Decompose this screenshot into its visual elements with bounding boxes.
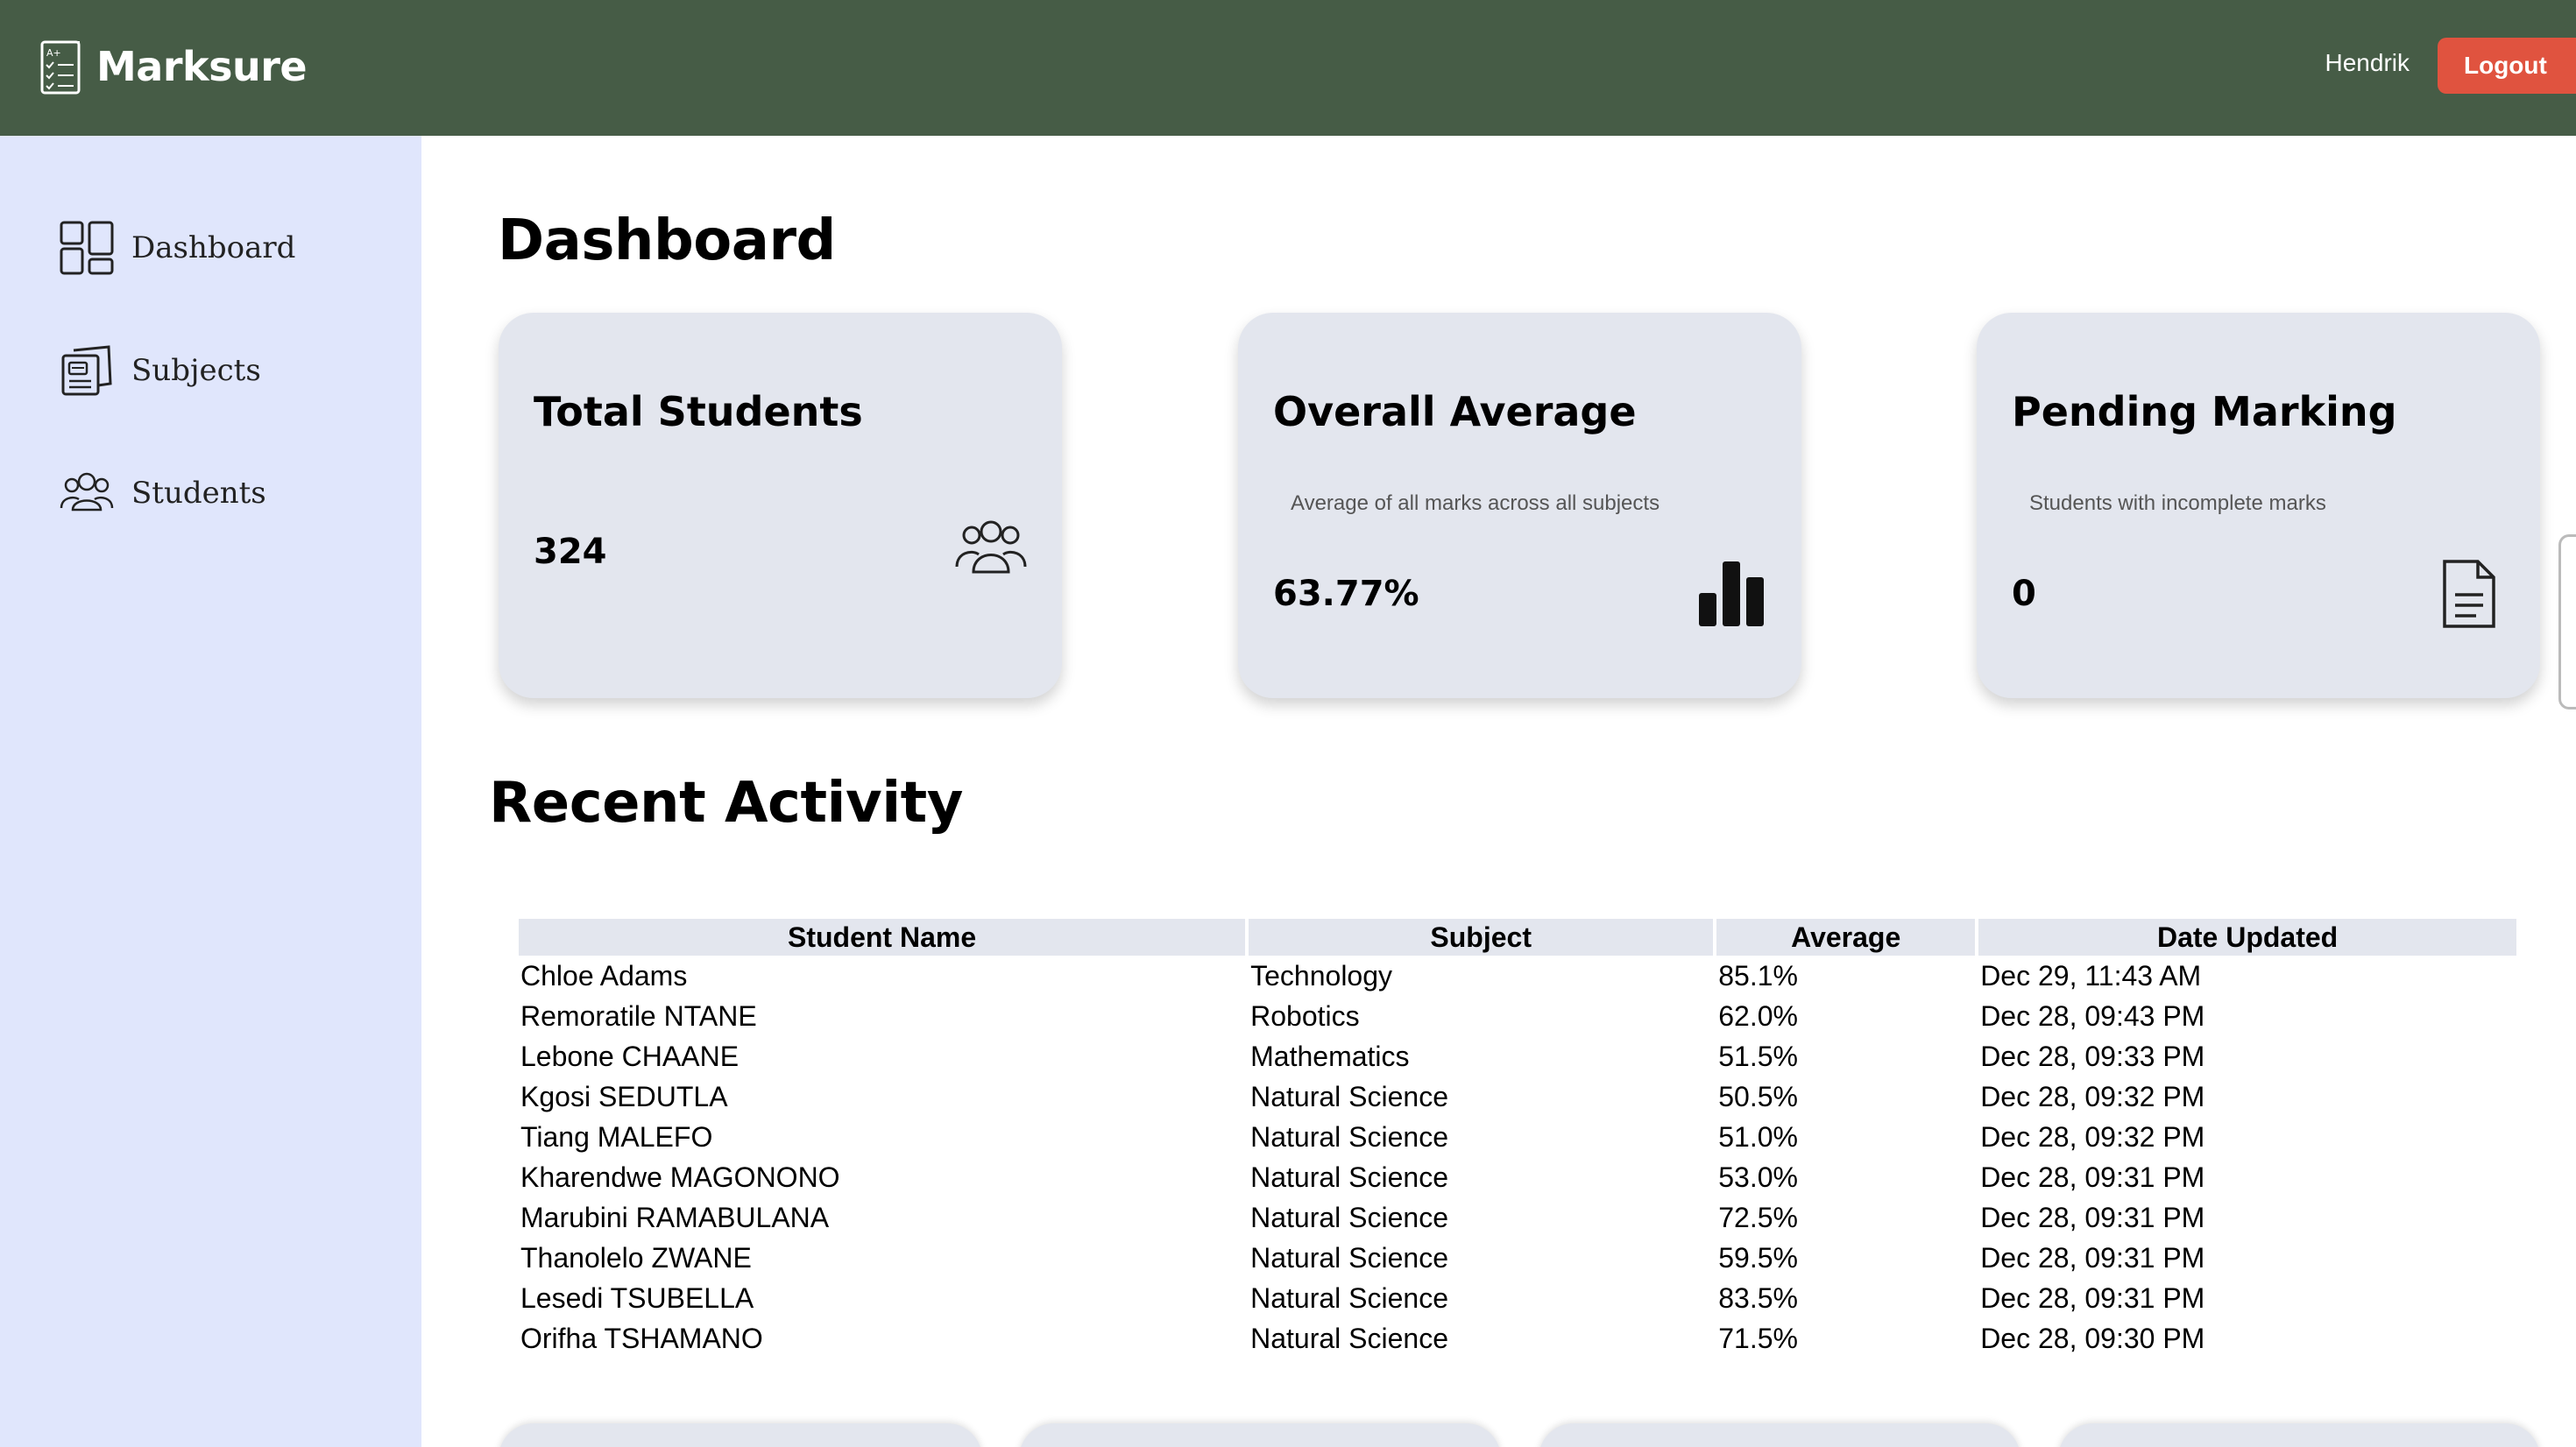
cell-date-updated: Dec 28, 09:31 PM xyxy=(1980,1242,2205,1274)
cell-date-updated: Dec 29, 11:43 AM xyxy=(1980,960,2202,992)
cell-subject: Natural Science xyxy=(1250,1282,1449,1314)
card-title: Total Students xyxy=(534,388,863,435)
cell-subject: Natural Science xyxy=(1250,1323,1449,1354)
students-icon xyxy=(60,472,114,512)
table-row: Kharendwe MAGONONO Natural Science 53.0%… xyxy=(519,1157,2516,1197)
cell-subject: Technology xyxy=(1250,960,1393,992)
cell-student-name: Remoratile NTANE xyxy=(520,1000,757,1032)
cell-subject: Natural Science xyxy=(1250,1121,1449,1153)
table-header-row: Student Name Subject Average Date Update… xyxy=(519,919,2516,956)
column-header-date-updated[interactable]: Date Updated xyxy=(1978,919,2516,956)
stat-card-overall-average: Overall Average Average of all marks acr… xyxy=(1238,313,1801,698)
cell-average: 83.5% xyxy=(1718,1282,1798,1314)
sidebar-item-dashboard[interactable]: Dashboard xyxy=(60,221,295,275)
sidebar-item-label: Dashboard xyxy=(131,230,296,265)
table-row: Tiang MALEFO Natural Science 51.0% Dec 2… xyxy=(519,1117,2516,1157)
stat-card-total-students: Total Students 324 xyxy=(499,313,1062,698)
users-icon xyxy=(955,520,1027,574)
subjects-icon xyxy=(61,345,112,396)
cell-student-name: Thanolelo ZWANE xyxy=(520,1242,752,1274)
table-row: Marubini RAMABULANA Natural Science 72.5… xyxy=(519,1197,2516,1238)
cell-date-updated: Dec 28, 09:43 PM xyxy=(1980,1000,2205,1032)
document-icon xyxy=(2443,560,2495,628)
cell-student-name: Kharendwe MAGONONO xyxy=(520,1161,840,1193)
card-value: 0 xyxy=(2012,574,2036,614)
table-row: Thanolelo ZWANE Natural Science 59.5% De… xyxy=(519,1238,2516,1278)
card-subtitle: Average of all marks across all subjects xyxy=(1291,491,1660,515)
cell-date-updated: Dec 28, 09:32 PM xyxy=(1980,1121,2205,1153)
stat-card-pending-marking: Pending Marking Students with incomplete… xyxy=(1977,313,2540,698)
cell-average: 53.0% xyxy=(1718,1161,1798,1193)
side-panel-handle[interactable] xyxy=(2558,534,2576,709)
app-name: Marksure xyxy=(96,43,308,90)
page-title: Dashboard xyxy=(498,208,836,273)
bottom-card xyxy=(1539,1423,2020,1447)
card-subtitle: Students with incomplete marks xyxy=(2029,491,2326,515)
cell-student-name: Tiang MALEFO xyxy=(520,1121,713,1153)
cell-date-updated: Dec 28, 09:33 PM xyxy=(1980,1041,2205,1072)
sidebar-item-label: Subjects xyxy=(131,353,261,388)
logout-button[interactable]: Logout xyxy=(2438,38,2576,94)
cell-student-name: Lebone CHAANE xyxy=(520,1041,740,1072)
cell-subject: Natural Science xyxy=(1250,1242,1449,1274)
cell-date-updated: Dec 28, 09:32 PM xyxy=(1980,1081,2205,1112)
cell-subject: Natural Science xyxy=(1250,1081,1449,1112)
clipboard-checklist-icon: A+ xyxy=(40,40,81,95)
table-row: Kgosi SEDUTLA Natural Science 50.5% Dec … xyxy=(519,1076,2516,1117)
table-row: Chloe Adams Technology 85.1% Dec 29, 11:… xyxy=(519,956,2516,996)
sidebar-item-subjects[interactable]: Subjects xyxy=(60,343,261,398)
cell-subject: Natural Science xyxy=(1250,1202,1449,1233)
table-row: Remoratile NTANE Robotics 62.0% Dec 28, … xyxy=(519,996,2516,1036)
user-name: Hendrik xyxy=(2325,49,2410,76)
column-header-student-name[interactable]: Student Name xyxy=(519,919,1246,956)
table-row: Lesedi TSUBELLA Natural Science 83.5% De… xyxy=(519,1278,2516,1318)
cell-subject: Mathematics xyxy=(1250,1041,1410,1072)
cell-student-name: Lesedi TSUBELLA xyxy=(520,1282,754,1314)
svg-text:A+: A+ xyxy=(46,47,61,59)
top-header: A+ Marksure Hendrik Logout xyxy=(0,0,2576,136)
card-value: 63.77% xyxy=(1273,574,1419,614)
cell-student-name: Orifha TSHAMANO xyxy=(520,1323,763,1354)
cell-date-updated: Dec 28, 09:31 PM xyxy=(1980,1202,2205,1233)
recent-activity-table: Student Name Subject Average Date Update… xyxy=(519,919,2523,1359)
card-title: Pending Marking xyxy=(2012,388,2397,435)
cell-average: 51.5% xyxy=(1718,1041,1798,1072)
cell-average: 59.5% xyxy=(1718,1242,1798,1274)
column-header-average[interactable]: Average xyxy=(1716,919,1976,956)
bar-chart-icon xyxy=(1699,561,1764,626)
cell-date-updated: Dec 28, 09:31 PM xyxy=(1980,1282,2205,1314)
cell-student-name: Kgosi SEDUTLA xyxy=(520,1081,728,1112)
bottom-card xyxy=(2058,1423,2540,1447)
card-value: 324 xyxy=(534,532,607,572)
sidebar: Dashboard Subjects Students xyxy=(0,136,421,1447)
cell-subject: Natural Science xyxy=(1250,1161,1449,1193)
cell-average: 71.5% xyxy=(1718,1323,1798,1354)
cell-average: 85.1% xyxy=(1718,960,1798,992)
cell-date-updated: Dec 28, 09:30 PM xyxy=(1980,1323,2205,1354)
cell-average: 72.5% xyxy=(1718,1202,1798,1233)
cell-average: 51.0% xyxy=(1718,1121,1798,1153)
column-header-subject[interactable]: Subject xyxy=(1249,919,1714,956)
cell-subject: Robotics xyxy=(1250,1000,1360,1032)
bottom-card xyxy=(1019,1423,1501,1447)
cell-average: 50.5% xyxy=(1718,1081,1798,1112)
table-row: Orifha TSHAMANO Natural Science 71.5% De… xyxy=(519,1318,2516,1359)
cell-student-name: Marubini RAMABULANA xyxy=(520,1202,830,1233)
sidebar-item-students[interactable]: Students xyxy=(60,466,266,520)
card-title: Overall Average xyxy=(1273,388,1637,435)
cell-date-updated: Dec 28, 09:31 PM xyxy=(1980,1161,2205,1193)
sidebar-item-label: Students xyxy=(131,476,266,511)
cell-average: 62.0% xyxy=(1718,1000,1798,1032)
dashboard-icon xyxy=(60,221,114,275)
table-row: Lebone CHAANE Mathematics 51.5% Dec 28, … xyxy=(519,1036,2516,1076)
section-title-recent-activity: Recent Activity xyxy=(489,771,963,836)
cell-student-name: Chloe Adams xyxy=(520,960,688,992)
brand[interactable]: A+ Marksure xyxy=(40,35,308,98)
bottom-card xyxy=(499,1423,982,1447)
